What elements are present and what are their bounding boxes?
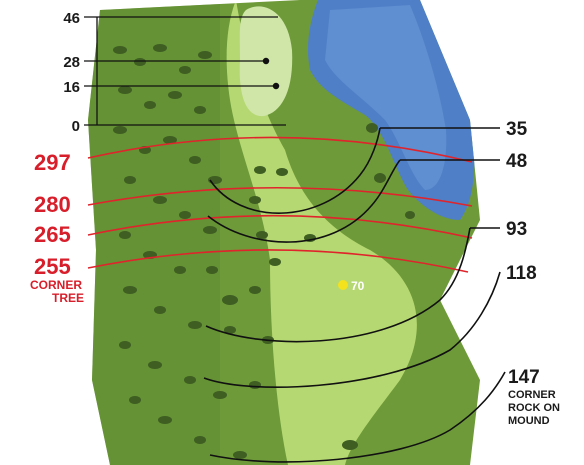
arc-297 — [87, 136, 473, 163]
arc-118 — [203, 271, 501, 389]
black-yardage-arcs — [203, 127, 506, 463]
yardage-35: 35 — [506, 119, 528, 140]
green-yardage-guides — [84, 16, 286, 126]
red-carry-arcs — [87, 136, 473, 273]
left-red-labels: 297 280 265 255 CORNER TREE — [30, 150, 84, 305]
black-note-line-3: MOUND — [508, 415, 550, 427]
right-black-labels: 35 48 93 118 147 CORNER ROCK ON MOUND — [506, 119, 560, 427]
water-shallow — [325, 5, 447, 190]
green-yardage-labels: 46 28 16 0 — [63, 10, 80, 135]
red-note-line-1: CORNER — [30, 278, 82, 292]
yardage-118: 118 — [506, 263, 537, 284]
arc-48 — [207, 159, 401, 243]
yardage-147: 147 — [508, 367, 540, 388]
black-note-line-2: ROCK ON — [508, 402, 560, 414]
tree-clusters — [113, 44, 415, 459]
red-yardage-255: 255 — [34, 254, 71, 279]
arc-255 — [87, 249, 469, 273]
arc-93 — [205, 227, 471, 343]
hole-terrain — [88, 0, 480, 465]
fairway-area — [226, 0, 417, 465]
red-yardage-297: 297 — [34, 150, 71, 175]
target-marker — [338, 280, 348, 290]
arc-147 — [209, 371, 506, 463]
rough-shade — [88, 0, 220, 465]
black-note-line-1: CORNER — [508, 389, 556, 401]
green-yardage-28: 28 — [63, 54, 80, 71]
arc-280 — [87, 186, 473, 207]
yardage-93: 93 — [506, 219, 527, 240]
red-yardage-280: 280 — [34, 192, 71, 217]
red-note-line-2: TREE — [52, 291, 84, 305]
green-dot-16 — [272, 82, 280, 90]
green-yardage-46: 46 — [63, 10, 80, 27]
yardage-48: 48 — [506, 151, 527, 172]
red-yardage-265: 265 — [34, 222, 71, 247]
green-dot-28 — [262, 57, 270, 65]
green-yardage-0: 0 — [72, 118, 80, 135]
arc-35 — [209, 127, 381, 214]
target-marker-label: 70 — [351, 279, 365, 293]
arc-265 — [87, 214, 473, 239]
green-yardage-16: 16 — [63, 79, 80, 96]
